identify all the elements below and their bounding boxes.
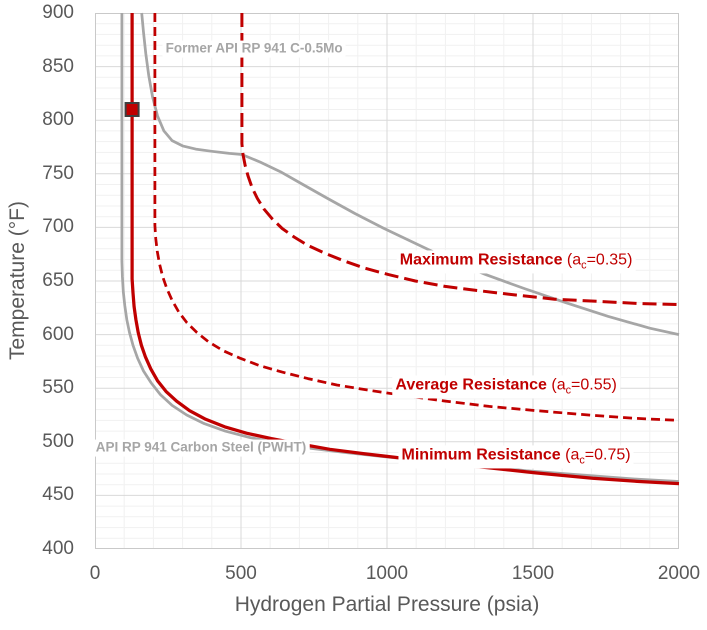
x-axis-title: Hydrogen Partial Pressure (psia) xyxy=(234,593,540,616)
curve-average-resistance xyxy=(153,13,680,422)
maximum-resistance-label: Maximum Resistance (ac=0.35) xyxy=(396,250,636,274)
x-tick-label: 0 xyxy=(89,563,101,584)
y-tick-label: 550 xyxy=(42,377,74,399)
y-tick-label: 650 xyxy=(42,270,74,291)
y-tick-label: 450 xyxy=(42,484,74,506)
y-axis-title: Temperature (°F) xyxy=(6,201,29,361)
y-tick-label: 700 xyxy=(42,216,74,238)
average-resistance-label: Average Resistance (ac=0.55) xyxy=(392,375,620,399)
curve-carbon-steel-pwht xyxy=(120,13,680,483)
x-tick-label: 1500 xyxy=(511,563,555,584)
y-tick-label: 850 xyxy=(42,55,74,77)
y-tick-label: 900 xyxy=(42,2,74,23)
y-tick-label: 500 xyxy=(42,430,74,452)
carbon-steel-pwht-label: API RP 941 Carbon Steel (PWHT) xyxy=(92,439,310,457)
y-tick-label: 800 xyxy=(42,109,74,131)
minimum-resistance-label: Minimum Resistance (ac=0.75) xyxy=(398,445,634,469)
curve-maximum-resistance xyxy=(240,13,680,307)
y-tick-label: 750 xyxy=(42,162,74,184)
former-c-0-5mo-label: Former API RP 941 C-0.5Mo xyxy=(162,41,346,58)
y-tick-label: 600 xyxy=(42,323,74,345)
x-tick-label: 500 xyxy=(225,563,257,584)
x-tick-label: 1000 xyxy=(365,563,409,584)
operating-point-marker xyxy=(124,102,140,117)
x-tick-label: 2000 xyxy=(657,563,701,584)
y-tick-label: 400 xyxy=(42,538,74,559)
plot-border xyxy=(95,13,679,549)
